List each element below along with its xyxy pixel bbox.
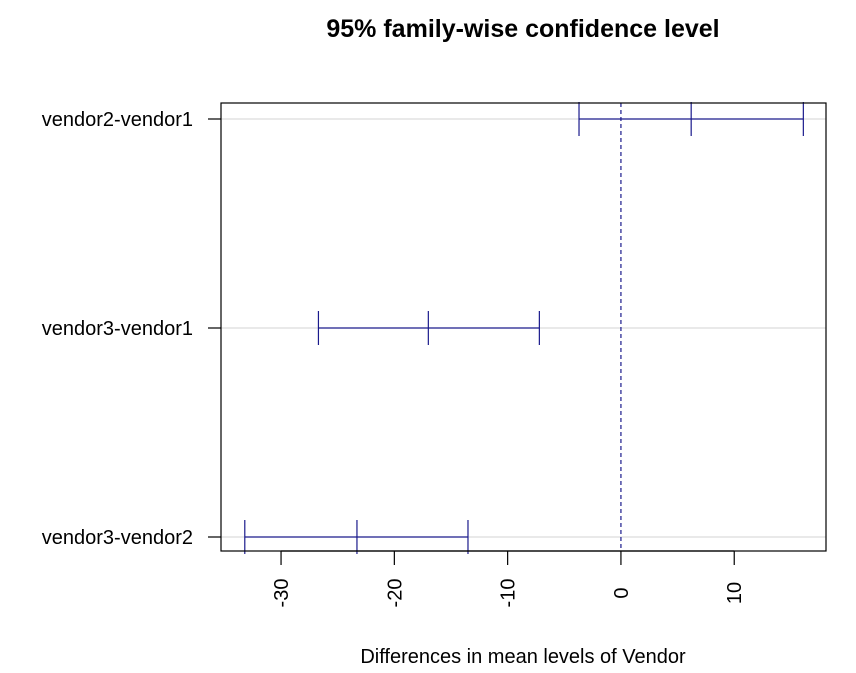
interval-marks [244,102,804,554]
y-axis: vendor2-vendor1 vendor3-vendor1 vendor3-ve… [42,109,221,549]
y-tick-label: vendor3-vendor2 [42,527,193,549]
x-tick-label: -30 [271,579,293,608]
y-tick-label: vendor2-vendor1 [42,109,193,131]
x-tick-label: -10 [498,579,520,608]
y-tick-label: vendor3-vendor1 [42,318,193,340]
x-axis: -30 -20 -10 0 10 [271,550,746,608]
x-tick-label: 0 [611,587,633,598]
x-tick-label: 10 [724,582,746,604]
plot-frame [220,102,827,552]
chart-title: 95% family-wise confidence level [326,15,719,43]
x-tick-label: -20 [384,579,406,608]
x-axis-label: Differences in mean levels of Vendor [360,646,686,668]
